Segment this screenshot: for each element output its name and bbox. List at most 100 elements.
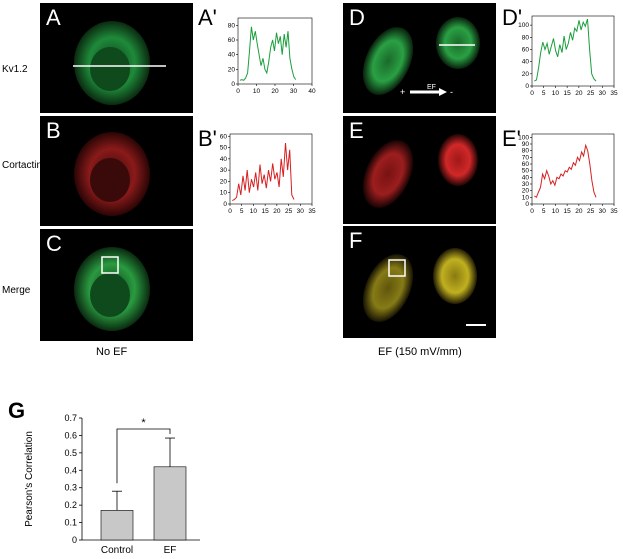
profile-letter-e: E'	[502, 126, 521, 151]
x-tick-label: 30	[599, 208, 607, 215]
y-tick-label: 20	[522, 71, 530, 78]
y-tick-label: 40	[522, 174, 530, 181]
profile-frame	[531, 15, 615, 87]
micrograph-e-cortactin: E	[343, 116, 496, 224]
caption-no-ef: No EF	[96, 346, 128, 358]
roi-box-c	[101, 256, 119, 274]
x-category-label: EF	[164, 545, 177, 556]
line-profile-a: 0 10 20 30 40 0 20 40 60 80	[228, 17, 316, 95]
y-tick-label: 0.2	[64, 500, 77, 510]
x-tick-label: 15	[564, 90, 572, 97]
y-tick-label: 50	[220, 145, 228, 152]
x-tick-label: 30	[599, 90, 607, 97]
micrograph-c-merge: C	[40, 229, 193, 341]
x-tick-label: 10	[552, 90, 560, 97]
x-tick-label: 25	[587, 90, 595, 97]
panel-letter-c: C	[46, 231, 62, 256]
y-tick-label: 0.5	[64, 448, 77, 458]
x-tick-label: 20	[273, 208, 281, 215]
x-tick-label: 0	[228, 208, 232, 215]
cell-d-image: + EF -	[362, 17, 480, 97]
panel-letter-b: B	[46, 118, 61, 143]
profile-series-line	[534, 18, 597, 82]
y-tick-label: 80	[228, 22, 236, 29]
panel-letter-f: F	[349, 228, 363, 253]
x-tick-label: 30	[290, 88, 298, 95]
x-tick-label: 0	[236, 88, 240, 95]
panel-letter-d: D	[349, 5, 365, 30]
y-tick-label: 20	[220, 178, 228, 185]
micrograph-f-merge: F	[343, 226, 496, 338]
y-tick-label: 60	[228, 37, 236, 44]
micrograph-d-kv12: + EF - D	[343, 3, 496, 113]
y-tick-label: 60	[522, 161, 530, 168]
x-tick-label: 20	[271, 88, 279, 95]
x-tick-label: 10	[250, 208, 258, 215]
panel-letter-g: G	[8, 398, 26, 423]
y-tick-label: 70	[522, 154, 530, 161]
y-tick-label: 10	[220, 190, 228, 197]
cell-c-image	[74, 247, 150, 331]
caption-ef: EF (150 mV/mm)	[378, 346, 462, 358]
x-tick-label: 0	[530, 90, 534, 97]
profile-frame	[531, 133, 615, 205]
ef-minus-sign: -	[450, 87, 453, 97]
x-tick-label: 25	[587, 208, 595, 215]
cell-a-image	[73, 21, 166, 105]
significance-star: *	[141, 417, 146, 429]
row-label-cortactin: Cortactin	[2, 160, 43, 171]
x-tick-label: 20	[575, 90, 583, 97]
ef-plus-sign: +	[400, 87, 405, 97]
y-tick-label: 90	[522, 141, 530, 148]
y-tick-label: 0	[525, 201, 529, 208]
x-tick-label: 20	[575, 208, 583, 215]
x-tick-label: 15	[564, 208, 572, 215]
x-tick-label: 15	[262, 208, 270, 215]
pearson-bar-chart: 0 0.1 0.2 0.3 0.4 0.5 0.6 0.7 Pearson's Correlat…	[24, 413, 200, 556]
bar-control	[100, 510, 134, 541]
x-tick-label: 25	[285, 208, 293, 215]
y-tick-label: 100	[518, 22, 529, 29]
ef-arrow-head-icon	[439, 88, 447, 96]
y-tick-label: 80	[522, 34, 530, 41]
row-label-merge: Merge	[2, 285, 31, 296]
profile-letter-b: B'	[198, 126, 217, 151]
x-tick-label: 5	[240, 208, 244, 215]
micrograph-b-cortactin: B	[40, 116, 193, 226]
y-tick-label: 0.1	[64, 518, 77, 528]
y-tick-label: 0	[231, 81, 235, 88]
profile-series-line	[239, 26, 297, 81]
x-tick-label: 0	[530, 208, 534, 215]
y-axis-label: Pearson's Correlation	[24, 431, 35, 527]
profile-letter-d: D'	[502, 5, 523, 30]
profile-letter-a: A'	[198, 5, 217, 30]
x-tick-label: 30	[297, 208, 305, 215]
y-tick-label: 30	[220, 167, 228, 174]
y-tick-label: 40	[522, 59, 530, 66]
roi-box-f	[388, 259, 406, 277]
y-tick-label: 80	[522, 148, 530, 155]
profile-series-line	[232, 142, 295, 202]
row-label-kv12: Kv1.2	[2, 64, 28, 75]
x-tick-label: 10	[552, 208, 560, 215]
x-tick-label: 5	[542, 90, 546, 97]
y-tick-label: 0.7	[64, 413, 77, 423]
y-tick-label: 60	[220, 133, 228, 140]
y-tick-label: 60	[522, 46, 530, 53]
panel-letter-e: E	[349, 118, 364, 143]
profile-frame	[229, 133, 313, 205]
y-tick-label: 50	[522, 168, 530, 175]
y-tick-label: 30	[522, 181, 530, 188]
x-tick-label: 5	[542, 208, 546, 215]
y-tick-label: 20	[522, 188, 530, 195]
cell-b-image	[74, 132, 150, 216]
micrograph-a-kv12: A	[40, 3, 193, 113]
bar-ef	[153, 466, 187, 541]
y-tick-label: 40	[228, 52, 236, 59]
y-tick-label: 40	[220, 156, 228, 163]
x-tick-label: 10	[253, 88, 261, 95]
x-tick-label: 35	[308, 208, 316, 215]
